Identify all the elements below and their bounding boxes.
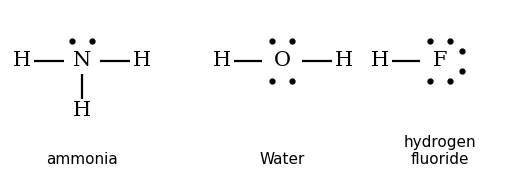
Text: H: H — [133, 52, 151, 71]
Text: N: N — [73, 52, 91, 71]
Text: Water: Water — [259, 152, 305, 167]
Text: O: O — [273, 52, 290, 71]
Text: H: H — [371, 52, 389, 71]
Text: H: H — [73, 101, 91, 120]
Text: H: H — [13, 52, 31, 71]
Text: ammonia: ammonia — [46, 152, 118, 167]
Text: H: H — [213, 52, 231, 71]
Text: hydrogen
fluoride: hydrogen fluoride — [403, 135, 476, 167]
Text: H: H — [335, 52, 353, 71]
Text: F: F — [433, 52, 447, 71]
